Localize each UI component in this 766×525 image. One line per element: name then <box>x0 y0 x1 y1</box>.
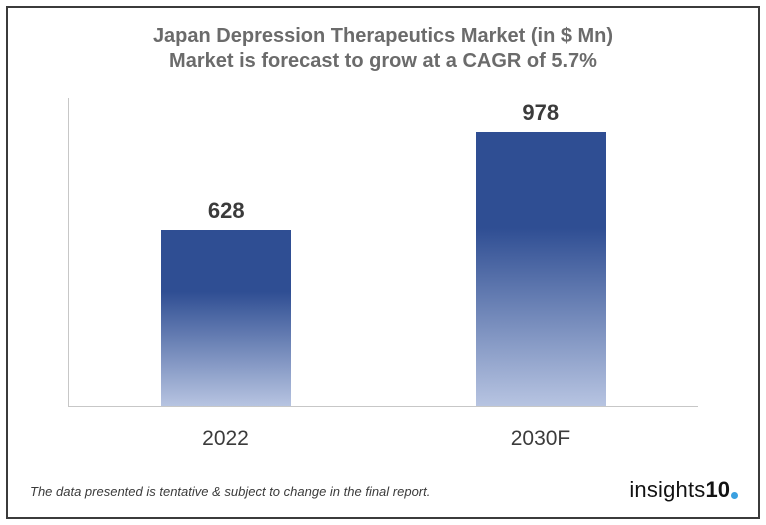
logo-text-main: insights <box>629 477 705 503</box>
bar-value-label: 978 <box>522 100 559 126</box>
footnote: The data presented is tentative & subjec… <box>30 484 430 499</box>
category-label: 2030F <box>383 427 698 451</box>
category-axis: 20222030F <box>68 427 698 451</box>
brand-logo: insights10 <box>629 477 738 503</box>
category-label: 2022 <box>68 427 383 451</box>
logo-text-bold: 10 <box>706 477 730 503</box>
bar-chart: 628 978 <box>68 98 698 407</box>
title-line-2: Market is forecast to grow at a CAGR of … <box>48 49 718 74</box>
chart-title: Japan Depression Therapeutics Market (in… <box>8 8 758 80</box>
bar-slot: 628 <box>69 98 384 406</box>
bar <box>476 132 606 406</box>
bar-slot: 978 <box>384 98 699 406</box>
bar <box>161 230 291 406</box>
bar-value-label: 628 <box>208 198 245 224</box>
chart-frame: Japan Depression Therapeutics Market (in… <box>6 6 760 519</box>
logo-dot-icon <box>731 492 738 499</box>
title-line-1: Japan Depression Therapeutics Market (in… <box>48 24 718 49</box>
